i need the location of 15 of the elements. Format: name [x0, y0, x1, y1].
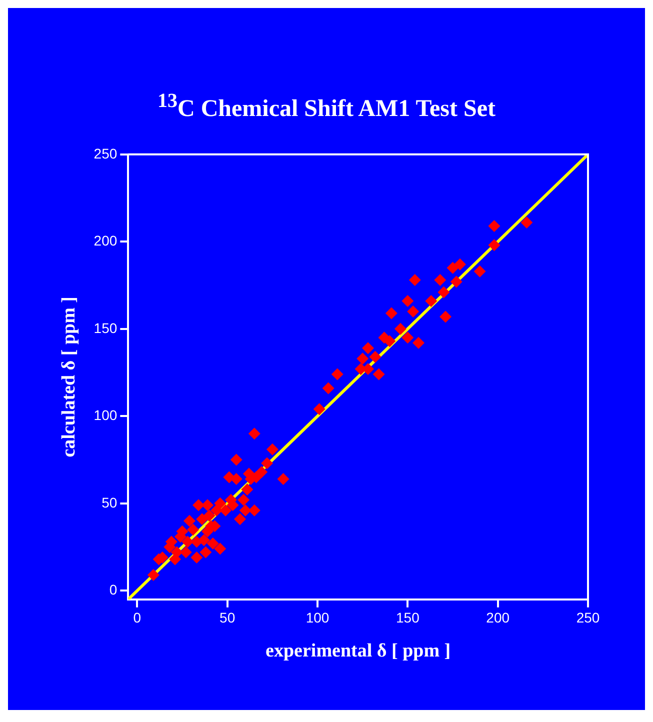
x-tick-label: 200	[486, 610, 510, 626]
x-tick-label: 0	[133, 610, 142, 626]
y-tick-label: 0	[109, 582, 118, 598]
y-tick-label: 150	[94, 320, 118, 336]
y-tick-label: 100	[94, 407, 118, 424]
y-tick-label: 250	[94, 145, 118, 162]
x-tick-label: 50	[220, 610, 236, 626]
x-tick-label: 100	[306, 610, 330, 626]
x-axis-title: experimental δ [ ppm ]	[266, 640, 451, 662]
chart-title: $^{13}$C Chemical Shift AM1 Test Set	[156, 90, 496, 123]
x-tick-label: 150	[396, 610, 420, 626]
y-tick-label: 200	[94, 232, 118, 249]
x-tick-label: 250	[576, 610, 600, 626]
y-tick-label: 50	[102, 494, 118, 510]
y-axis-title: calculated δ [ ppm ]	[58, 296, 80, 458]
